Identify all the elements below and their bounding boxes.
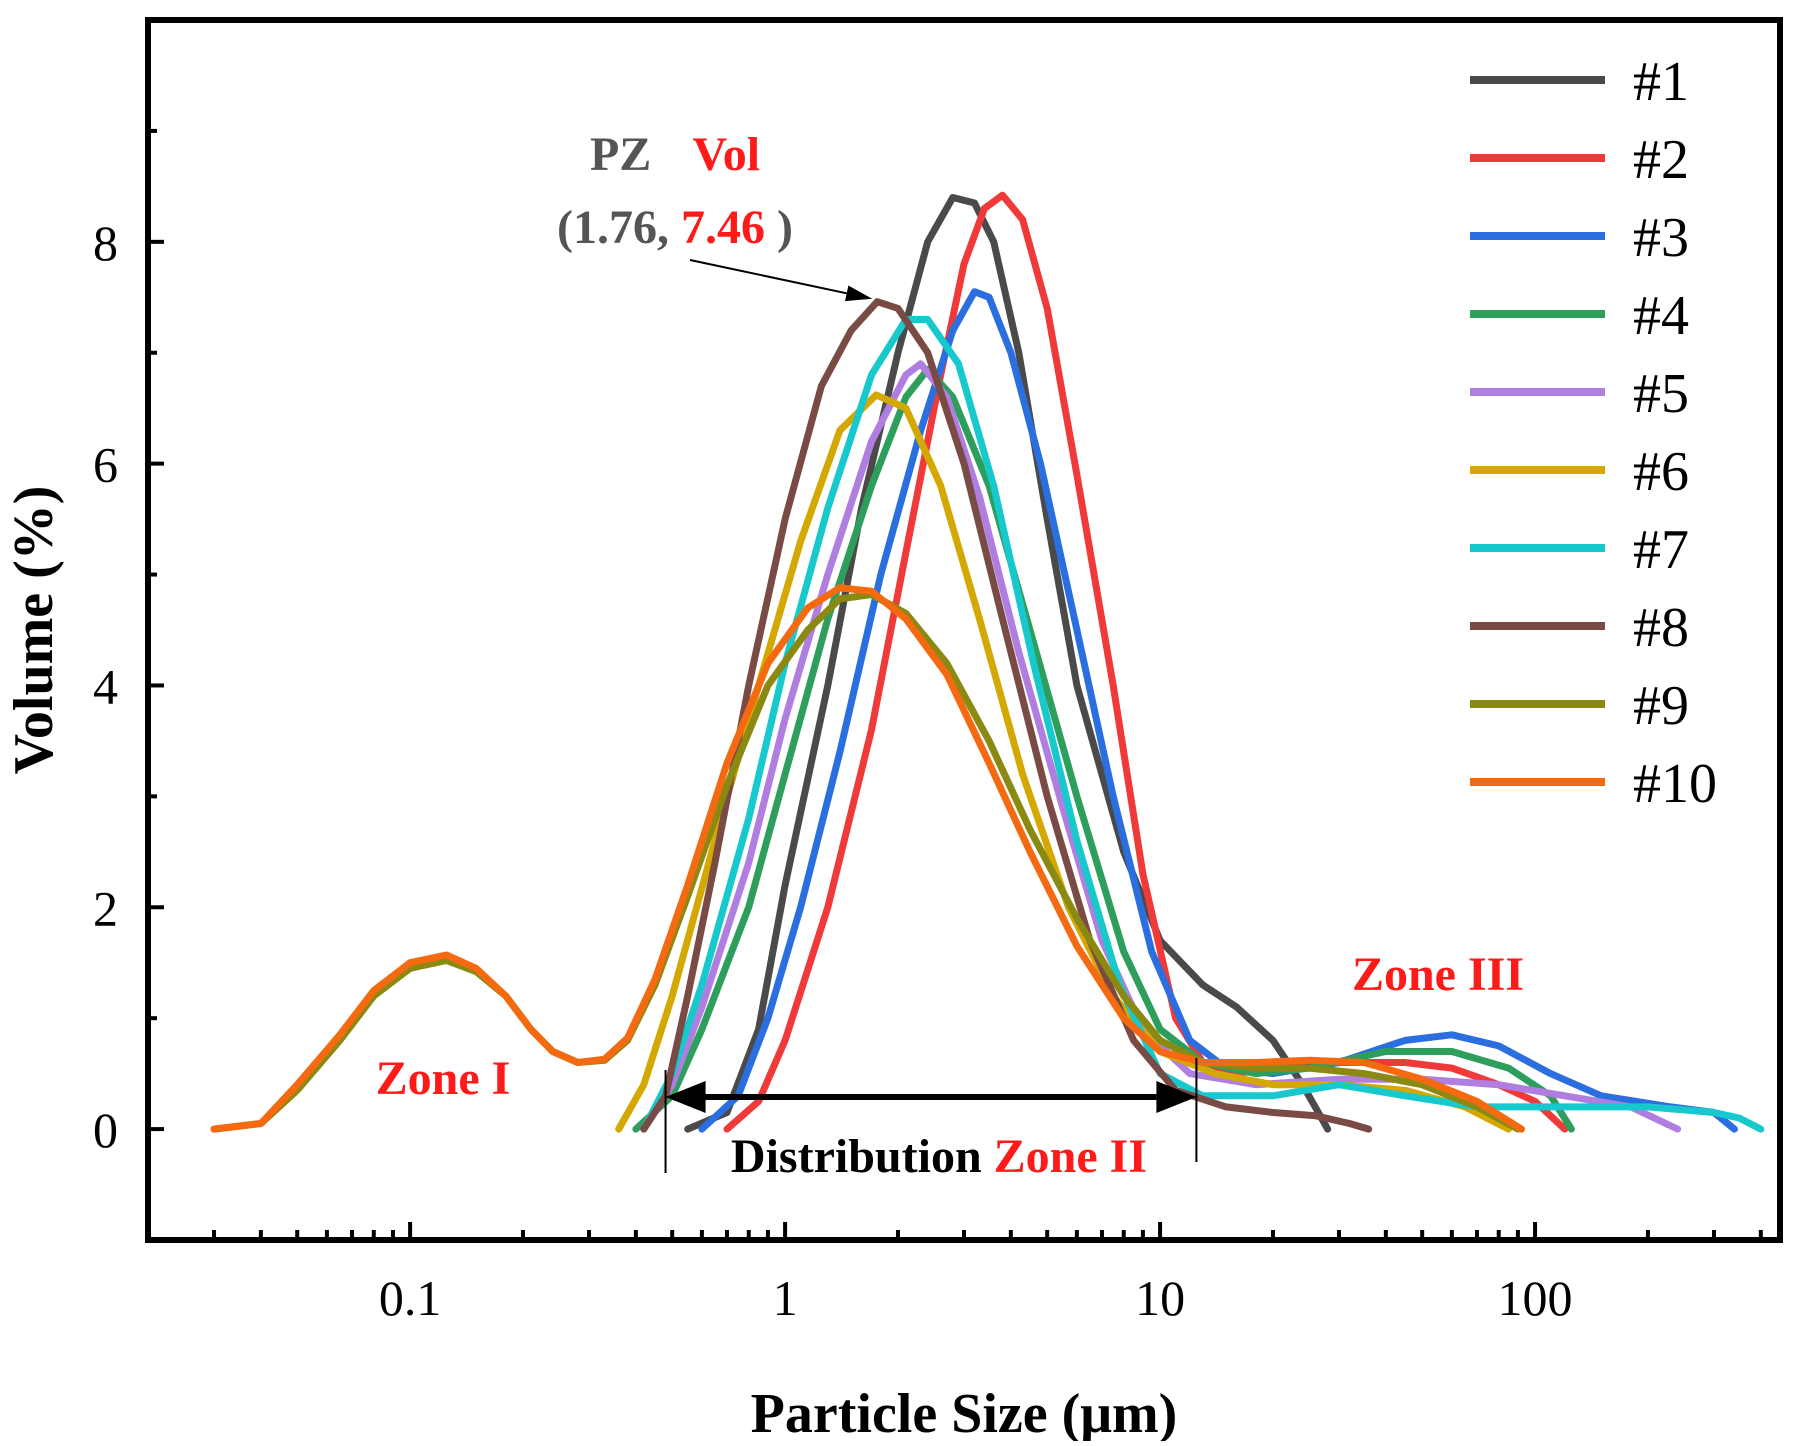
y-tick-label: 8: [93, 215, 118, 271]
zone-3-label: Zone III: [1352, 948, 1524, 1001]
legend-label-4: #4: [1633, 285, 1689, 347]
series-group: [210, 191, 1765, 1133]
series-line-7: [640, 316, 1765, 1133]
x-tick-label: 10: [1135, 1270, 1185, 1326]
legend-label-10: #10: [1633, 753, 1717, 815]
zone-2-label: Distribution Zone II: [731, 1130, 1147, 1183]
peak-label-size: (1.76,: [557, 201, 681, 254]
peak-label-volume-value: 7.46: [681, 201, 765, 254]
legend: #1 #2 #3 #4 #5 #6 #7 #8 #9 #10: [1470, 51, 1717, 815]
legend-label-2: #2: [1633, 129, 1689, 191]
y-tick-label: 2: [93, 880, 118, 936]
zone-2-arrow-head-right: [1156, 1081, 1197, 1113]
series-line-10: [210, 584, 1525, 1133]
y-axis-title: Volume (%): [3, 486, 65, 775]
peak-label-pz: PZ: [590, 128, 651, 181]
ticks-group: 0.1 1 10 100 0 2 4 6 8: [93, 128, 1763, 1326]
peak-label-line2: (1.76, 7.46 ): [557, 201, 793, 254]
y-tick-label: 0: [93, 1102, 118, 1158]
series-line-5: [640, 360, 1682, 1133]
series-line-1: [684, 194, 1332, 1133]
legend-label-7: #7: [1633, 519, 1689, 581]
peak-label-line1: PZ Vol: [590, 128, 760, 181]
x-tick-label: 0.1: [379, 1270, 442, 1326]
zone-1-label: Zone I: [376, 1052, 511, 1105]
peak-label-vol: Vol: [692, 128, 760, 181]
legend-label-3: #3: [1633, 207, 1689, 269]
peak-arrow-head: [845, 285, 873, 302]
legend-label-8: #8: [1633, 597, 1689, 659]
legend-label-6: #6: [1633, 441, 1689, 503]
legend-label-5: #5: [1633, 363, 1689, 425]
series-line-4: [632, 365, 1575, 1133]
legend-label-9: #9: [1633, 675, 1689, 737]
annotations-group: PZ Vol (1.76, 7.46 ) Zone I Zone III Dis…: [376, 128, 1524, 1183]
peak-label-close-paren: ): [777, 201, 793, 254]
zone-2-prefix: Distribution: [731, 1130, 994, 1183]
zone-2-arrow-head-left: [665, 1081, 706, 1113]
series-line-9: [210, 591, 1522, 1133]
x-axis-title: Particle Size (μm): [751, 1383, 1178, 1441]
legend-label-1: #1: [1633, 51, 1689, 113]
series-line-2: [723, 191, 1569, 1133]
y-tick-label: 6: [93, 437, 118, 493]
x-tick-label: 1: [773, 1270, 798, 1326]
zone-2-name: Zone II: [994, 1130, 1147, 1183]
series-line-3: [698, 288, 1738, 1133]
peak-arrow: [689, 259, 847, 295]
y-tick-label: 4: [93, 658, 118, 714]
x-tick-label: 100: [1498, 1270, 1573, 1326]
